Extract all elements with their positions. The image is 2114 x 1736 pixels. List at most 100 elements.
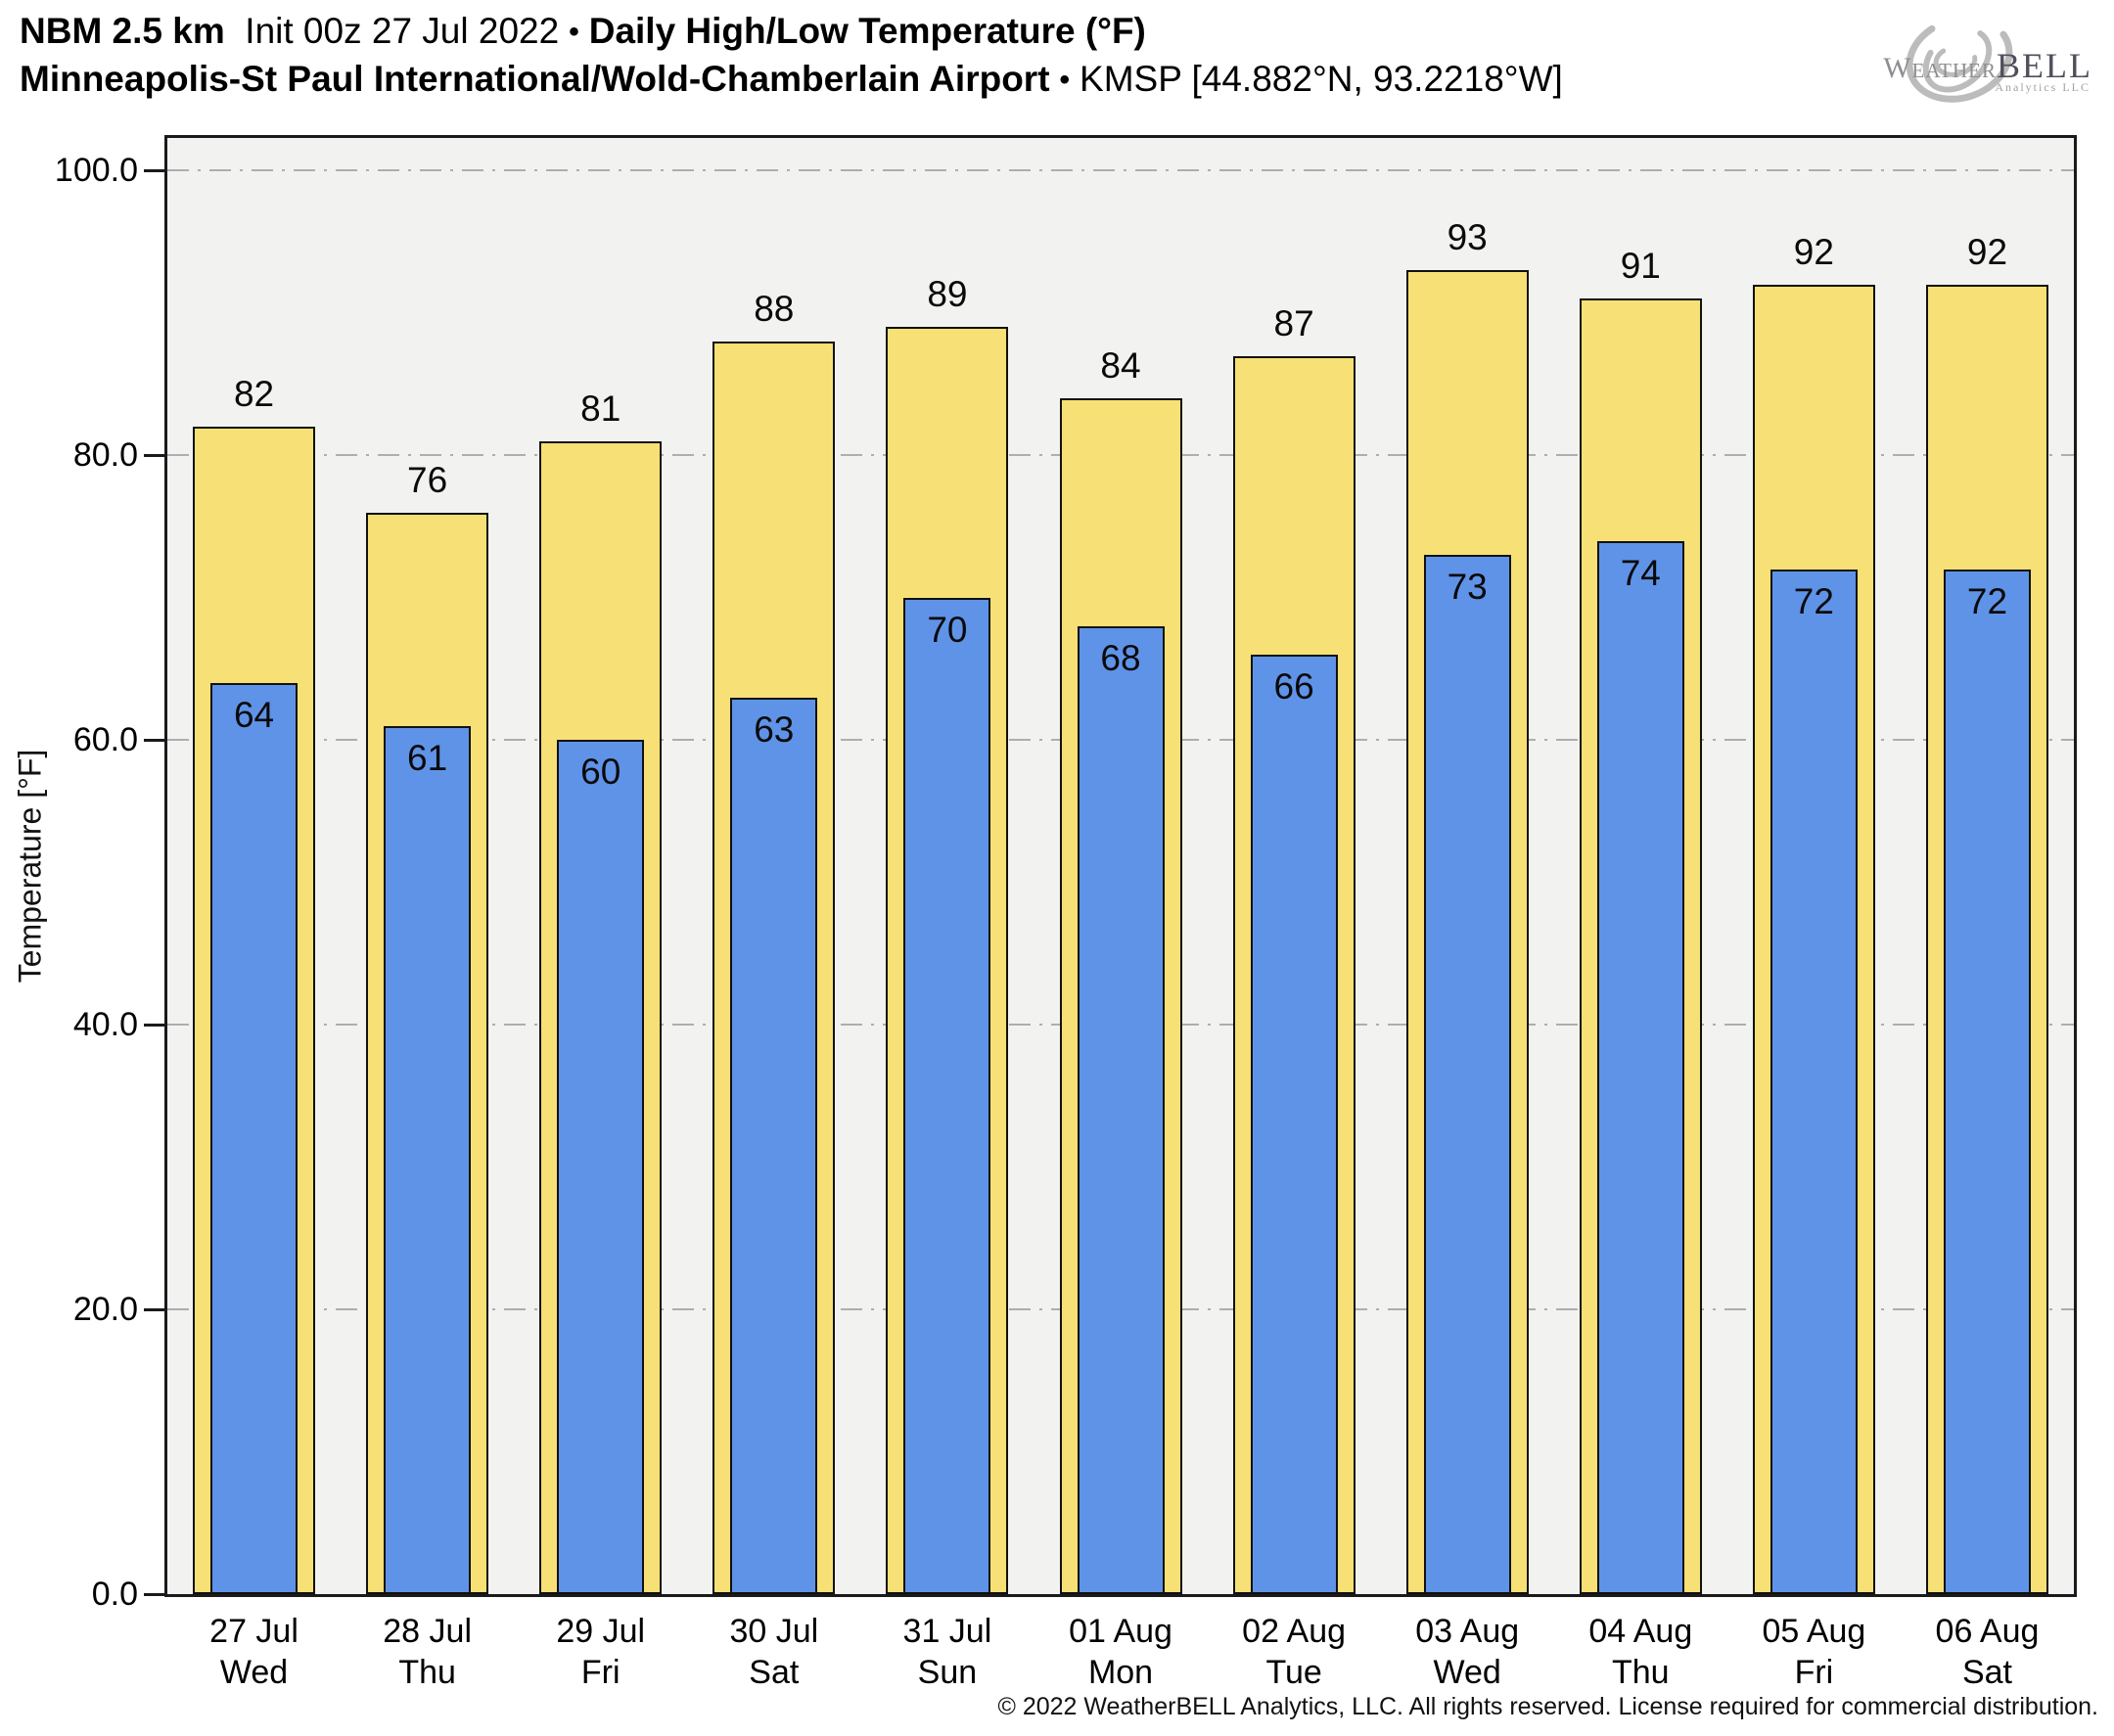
y-tick-40 (144, 1023, 164, 1027)
low-bar (1423, 555, 1511, 1594)
high-value-label: 89 (927, 274, 968, 315)
hurricane-swirl-icon (1906, 15, 2013, 103)
x-tick-label: 06 Aug Sat (1901, 1611, 2074, 1693)
init-time: Init 00z 27 Jul 2022 (245, 11, 560, 51)
x-label-weekday: Fri (580, 1654, 620, 1691)
high-value-label: 84 (1100, 345, 1141, 387)
low-bar (1943, 569, 2031, 1594)
low-bar (1250, 655, 1338, 1594)
low-bar (210, 683, 299, 1594)
high-value-label: 88 (754, 289, 795, 329)
low-bar (730, 697, 818, 1594)
x-label-weekday: Fri (1794, 1654, 1834, 1691)
x-label-weekday: Sat (1961, 1654, 2012, 1691)
x-label-date: 28 Jul (383, 1613, 472, 1650)
station-id: KMSP [44.882°N, 93.2218°W] (1080, 59, 1563, 99)
high-value-label: 76 (407, 459, 448, 500)
plot-area: 0.0 20.0 40.0 60.0 80.0 100.0 82 64 76 61 81 60 88 63… (55, 135, 2077, 1613)
low-bar (903, 597, 991, 1594)
high-value-label: 82 (233, 374, 275, 415)
x-tick-label: 28 Jul Thu (341, 1611, 514, 1693)
title-line-2: Minneapolis-St Paul International/Wold-C… (20, 56, 1563, 104)
logo-word-bell: BELL (1997, 46, 2092, 85)
title-separator: • (569, 16, 579, 48)
low-bar (557, 740, 645, 1594)
x-label-weekday: Thu (398, 1654, 456, 1691)
x-tick-label: 29 Jul Fri (514, 1611, 687, 1693)
y-tick-60 (144, 738, 164, 742)
high-value-label: 91 (1620, 246, 1661, 287)
low-value-label: 61 (407, 737, 448, 778)
y-tick-label-60: 60.0 (72, 721, 138, 759)
x-label-date: 04 Aug (1588, 1613, 1693, 1650)
x-tick-label: 31 Jul Sun (860, 1611, 1034, 1693)
y-tick-20 (144, 1307, 164, 1311)
low-bar (1596, 540, 1684, 1594)
x-label-weekday: Sat (749, 1654, 800, 1691)
product-name: Daily High/Low Temperature (°F) (588, 11, 1146, 51)
y-tick-80 (144, 453, 164, 457)
low-value-label: 60 (580, 752, 621, 793)
station-name: Minneapolis-St Paul International/Wold-C… (20, 59, 1050, 99)
low-value-label: 72 (1793, 580, 1834, 621)
x-tick-label: 01 Aug Mon (1034, 1611, 1207, 1693)
x-label-date: 01 Aug (1069, 1613, 1172, 1650)
x-label-weekday: Mon (1087, 1654, 1154, 1691)
x-label-date: 29 Jul (556, 1613, 646, 1650)
y-tick-label-80: 80.0 (72, 436, 138, 475)
x-label-weekday: Sun (917, 1654, 978, 1691)
x-label-date: 31 Jul (902, 1613, 992, 1650)
high-value-label: 92 (1966, 231, 2008, 272)
x-label-date: 30 Jul (729, 1613, 819, 1650)
low-value-label: 74 (1620, 552, 1661, 593)
x-label-weekday: Thu (1612, 1654, 1670, 1691)
y-tick-label-100: 100.0 (54, 152, 138, 190)
y-tick-label-40: 40.0 (72, 1006, 138, 1044)
low-value-label: 63 (754, 708, 795, 750)
x-tick-label: 02 Aug Tue (1208, 1611, 1381, 1693)
x-tick-label: 05 Aug Fri (1727, 1611, 1901, 1693)
high-value-label: 92 (1793, 231, 1834, 272)
x-label-date: 06 Aug (1935, 1613, 2040, 1650)
low-value-label: 68 (1100, 637, 1141, 678)
low-bar (1077, 625, 1165, 1594)
x-label-date: 05 Aug (1762, 1613, 1866, 1650)
x-label-date: 03 Aug (1415, 1613, 1520, 1650)
y-tick-label-20: 20.0 (72, 1291, 138, 1329)
x-label-weekday: Wed (1433, 1654, 1501, 1691)
chart-header: NBM 2.5 km Init 00z 27 Jul 2022 • Daily Hi… (20, 8, 1563, 104)
y-tick-label-0: 0.0 (91, 1576, 138, 1613)
logo-word-weather: Weather (1883, 52, 1998, 84)
gridline-100 (167, 169, 2074, 172)
title-line-1: NBM 2.5 km Init 00z 27 Jul 2022 • Daily Hi… (20, 8, 1563, 56)
logo-subtext: Analytics LLC (1995, 80, 2091, 94)
x-tick-label: 27 Jul Wed (167, 1611, 341, 1693)
x-label-date: 02 Aug (1242, 1613, 1347, 1650)
low-value-label: 73 (1447, 567, 1488, 608)
x-label-date: 27 Jul (209, 1613, 299, 1650)
low-value-label: 72 (1966, 580, 2008, 621)
x-label-weekday: Tue (1265, 1654, 1322, 1691)
model-name: NBM 2.5 km (20, 11, 225, 51)
low-value-label: 70 (927, 609, 968, 650)
weatherbell-logo: WeatherBELL Analytics LLC (1883, 6, 2096, 108)
x-tick-label: 03 Aug Wed (1381, 1611, 1554, 1693)
low-bar (384, 725, 472, 1594)
low-bar (1769, 569, 1858, 1594)
high-value-label: 81 (580, 388, 621, 429)
x-tick-label: 04 Aug Thu (1554, 1611, 1727, 1693)
subtitle-separator: • (1059, 64, 1071, 96)
x-axis-labels: 27 Jul Wed 28 Jul Thu 29 Jul Fri 30 Jul Sat 31 J… (167, 1611, 2074, 1693)
y-axis-title: Temperature [°F] (12, 749, 48, 983)
low-value-label: 66 (1273, 666, 1314, 707)
y-tick-100 (144, 168, 164, 172)
copyright-notice: © 2022 WeatherBELL Analytics, LLC. All r… (997, 1693, 2098, 1720)
x-label-weekday: Wed (219, 1654, 289, 1691)
low-value-label: 64 (233, 695, 275, 736)
x-tick-label: 30 Jul Sat (687, 1611, 860, 1693)
high-value-label: 93 (1447, 217, 1488, 258)
high-value-label: 87 (1273, 302, 1314, 343)
y-tick-0 (144, 1592, 164, 1596)
logo-wordmark: WeatherBELL (1883, 45, 2092, 86)
